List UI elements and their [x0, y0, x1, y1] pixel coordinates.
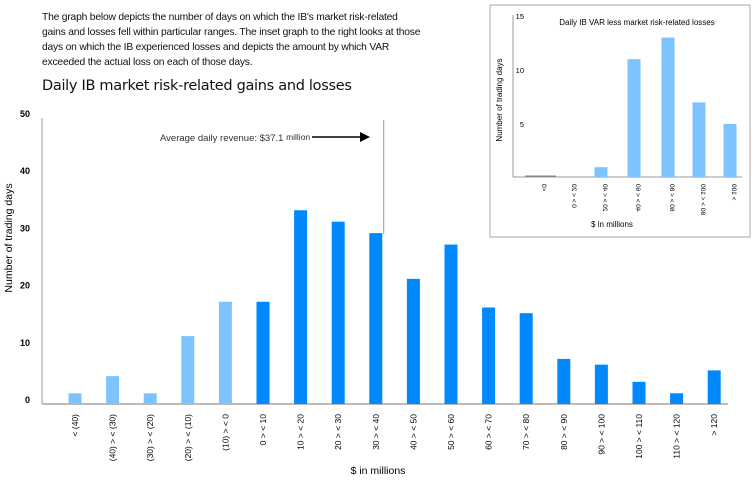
x-axis-label: $ in millions: [351, 465, 406, 477]
bar: [106, 376, 120, 404]
inset-title: Daily IB VAR less market risk-related lo…: [559, 18, 714, 27]
x-tick-label: 10 > < 20: [296, 414, 306, 450]
inset-x-tick-label: <0: [540, 184, 547, 192]
bar: [218, 301, 232, 404]
inset-bar: [525, 175, 556, 177]
inset-y-axis-label: Number of trading days: [495, 58, 504, 141]
bar: [444, 244, 458, 404]
inset-bar: [661, 37, 675, 177]
x-tick-label: (30) > < (20): [145, 414, 155, 461]
x-tick-label: > 120: [709, 414, 719, 436]
annotation-unit: million: [286, 132, 310, 142]
y-tick-label: 40: [20, 166, 30, 176]
inset-x-axis-label: $ in millions: [591, 220, 633, 229]
bar: [707, 370, 721, 404]
y-axis-label: Number of trading days: [3, 183, 15, 292]
bar: [143, 393, 157, 404]
inset-x-tick-label: 0 > < 20: [570, 184, 577, 208]
x-tick-label: 70 > < 80: [521, 414, 531, 450]
x-tick-label: 100 > < 110: [634, 414, 644, 459]
bar: [68, 393, 82, 404]
bar: [519, 313, 533, 404]
main-chart-title: Daily IB market risk-related gains and l…: [42, 78, 352, 94]
x-tick-label: (40) > < (30): [108, 414, 118, 461]
y-tick-label: 10: [20, 338, 30, 348]
y-tick-label: 30: [20, 223, 30, 233]
bar: [256, 301, 270, 404]
inset-x-tick-label: 60 > < 80: [668, 184, 675, 212]
inset-bar: [723, 124, 737, 177]
inset-bar: [692, 102, 706, 177]
x-tick-label: 60 > < 70: [484, 414, 494, 450]
x-tick-label: 0 > < 10: [258, 414, 268, 445]
inset-bar: [627, 59, 641, 178]
x-tick-label: 30 > < 40: [371, 414, 381, 450]
x-tick-label: 90 > < 100: [596, 414, 606, 455]
x-tick-label: 110 > < 120: [672, 414, 682, 459]
intro-text: The graph below depicts the number of da…: [42, 12, 421, 68]
inset-frame: [489, 4, 751, 238]
average-revenue-annotation: Average daily revenue: $37.1 million: [160, 132, 310, 144]
arrow-head-icon: [360, 132, 370, 142]
x-tick-label: 20 > < 30: [333, 414, 343, 450]
inset-x-tick-label: > 100: [730, 184, 737, 201]
inset-y-tick-label: 10: [516, 66, 524, 75]
x-tick-label: 50 > < 60: [446, 414, 456, 450]
x-tick-label: 40 > < 50: [408, 414, 418, 450]
y-tick-label: 20: [20, 281, 30, 291]
bar: [632, 381, 646, 404]
inset-x-tick-label: 20 > < 40: [601, 184, 608, 212]
y-tick-label: 50: [20, 109, 30, 119]
x-tick-label: (20) > < (10): [183, 414, 193, 461]
annotation-text: Average daily revenue: $37.1: [160, 133, 286, 144]
bar: [594, 364, 608, 404]
inset-x-tick-label: 80 > < 100: [699, 184, 706, 215]
x-tick-label: < (40): [70, 414, 80, 437]
bar: [331, 221, 345, 404]
bar: [294, 210, 308, 404]
bar: [557, 358, 571, 404]
bar: [369, 233, 383, 404]
y-tick-label: 0: [25, 395, 30, 405]
inset-y-tick-label: 15: [516, 12, 524, 21]
bar: [181, 336, 195, 404]
bar: [482, 307, 496, 404]
inset-bar: [594, 167, 608, 177]
x-tick-label: (10) > < 0: [220, 414, 230, 451]
bar: [670, 393, 684, 404]
inset-x-tick-label: 40 > < 60: [634, 184, 641, 212]
bar: [406, 278, 420, 404]
x-tick-label: 80 > < 90: [559, 414, 569, 450]
inset-y-tick-label: 5: [520, 120, 524, 129]
